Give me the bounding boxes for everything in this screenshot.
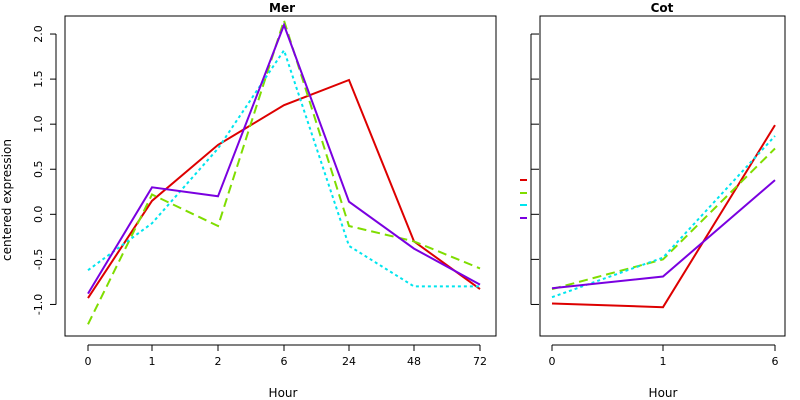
cot-plot-frame <box>539 15 786 337</box>
mer-series-line-2 <box>87 17 481 325</box>
mer-series-line-4 <box>87 22 481 295</box>
cot-series-line-4 <box>551 179 776 290</box>
mer-x-tick-label: 24 <box>342 355 356 368</box>
cot-x-axis-title: Hour <box>649 386 678 400</box>
mer-x-tick-label: 72 <box>473 355 487 368</box>
cot-x-tick-label: 1 <box>660 355 667 368</box>
mer-plot-frame <box>64 15 497 337</box>
mer-x-tick-label: 48 <box>407 355 421 368</box>
cot-series-line-2 <box>551 147 776 291</box>
mer-y-tick-label: 2.0 <box>32 25 45 43</box>
mer-axes: 0 1 2 6 24 48 72 -1.0 -0.5 0.0 0.5 1.0 1.5 2.0 <box>32 25 487 368</box>
cot-series-line-3 <box>551 135 776 299</box>
y-axis-title: centered expression <box>0 139 14 261</box>
mer-x-tick-label: 6 <box>281 355 288 368</box>
mer-y-tick-label: 0.5 <box>32 160 45 178</box>
legend <box>520 179 527 219</box>
mer-x-axis-title: Hour <box>269 386 298 400</box>
mer-x-tick-label: 2 <box>215 355 222 368</box>
cot-series-line-1 <box>551 124 776 309</box>
cot-x-tick-label: 0 <box>549 355 556 368</box>
mer-y-tick-label: 0.0 <box>32 206 45 224</box>
cot-lines <box>551 124 776 309</box>
mer-y-tick-label: 1.5 <box>32 70 45 88</box>
mer-panel-title: Mer <box>269 1 295 15</box>
mer-y-tick-label: 1.0 <box>32 115 45 132</box>
mer-x-tick-label: 1 <box>149 355 156 368</box>
cot-x-tick-label: 6 <box>772 355 779 368</box>
mer-lines <box>87 17 481 325</box>
mer-y-tick-label: -1.0 <box>32 294 45 315</box>
mer-series-line-1 <box>87 78 481 299</box>
cot-panel: Cot Hour 0 1 6 <box>530 1 786 400</box>
cot-panel-title: Cot <box>651 1 674 15</box>
mer-series-line-3 <box>87 48 480 288</box>
mer-x-tick-label: 0 <box>85 355 92 368</box>
mer-y-tick-label: -0.5 <box>32 249 45 270</box>
cot-axes: 0 1 6 <box>530 33 779 368</box>
mer-panel: Mer Hour 0 1 2 6 24 48 72 -1.0 -0.5 0.0 0.5 1.0 1.5 2… <box>32 1 497 400</box>
